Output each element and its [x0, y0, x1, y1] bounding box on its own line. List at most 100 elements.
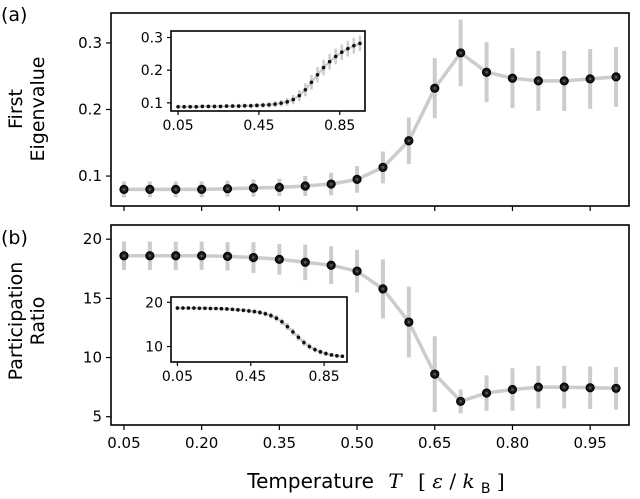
panel-bottom-y-tick-label: 10	[83, 349, 102, 367]
panel-bottom-inset-data-point	[252, 309, 257, 314]
panel-top-data-point-center	[614, 75, 618, 79]
panel-top-inset-data-point	[212, 104, 217, 109]
panel-bottom-x-tick-label: 0.80	[496, 434, 529, 452]
panel-bottom-ylabel-line1: Participation	[5, 262, 27, 381]
panel-bottom-inset-data-point	[236, 308, 240, 312]
panel-top-inset-data-point	[188, 104, 192, 109]
panel-bottom-data-point-center	[433, 372, 437, 376]
panel-top-inset-data-point	[285, 100, 289, 104]
panel-top-inset-data-point	[242, 103, 247, 108]
panel-top-inset-data-point	[333, 54, 338, 59]
panel-bottom-inset-data-point	[192, 306, 196, 310]
panel-bottom-y-tick-label: 15	[83, 289, 102, 307]
panel-bottom-inset-x-tick-label: 0.05	[162, 369, 193, 385]
panel-bottom-data-point-center	[459, 399, 463, 403]
panel-top-inset-data-point	[194, 104, 199, 109]
panel-bottom-data-point-center	[381, 287, 385, 291]
panel-top-inset-y-tick-label: 0.1	[141, 96, 163, 112]
panel-bottom-x-tick-label: 0.05	[107, 434, 140, 452]
panel-bottom-data-point-center	[614, 386, 618, 390]
panel-top-inset-data-point	[352, 43, 356, 48]
panel-bottom-data-point-center	[562, 385, 566, 389]
panel-top-inset-data-point	[224, 104, 229, 108]
panel-bottom-inset-data-point	[307, 344, 312, 349]
panel-bottom-inset-data-point	[225, 307, 229, 311]
panel-bottom-data-point-center	[485, 391, 488, 395]
panel-bottom-inset-data-point	[219, 306, 224, 311]
panel-bottom-inset-data-point	[186, 306, 191, 310]
panel-top-inset-background	[171, 31, 365, 111]
panel-top-data-point-center	[174, 187, 178, 191]
panel-bottom-inset-data-point	[247, 309, 251, 313]
panel-bottom-inset-data-point	[269, 313, 273, 318]
panel-top-inset-data-point	[339, 50, 344, 55]
panel-top-inset-frame	[170, 30, 366, 112]
panel-top-inset-data-point	[358, 41, 362, 46]
x-axis-label-unit-k: k	[462, 469, 474, 493]
panel-top-inset-data-point	[261, 103, 265, 107]
panel-top-inset-data-point	[315, 72, 320, 77]
panel-bottom-x-tick-label: 0.50	[340, 434, 373, 452]
panel-top-y-tick-label: 0.2	[78, 101, 102, 119]
x-axis-label-text: Temperature	[246, 469, 374, 493]
panel-bottom-inset-data-point	[208, 306, 213, 311]
panel-top-inset-data-point	[267, 102, 271, 107]
panel-top-inset-data-point	[182, 104, 186, 109]
panel-bottom-inset-data-point	[230, 307, 235, 312]
panel-top-inset-y-tick-label: 0.3	[141, 31, 163, 47]
panel-top-data-point-center	[536, 79, 540, 83]
panel-bottom-inset-x-tick-label: 0.85	[308, 369, 339, 385]
panel-bottom-data-point-center	[303, 260, 307, 264]
panel-top-inset: 0.1 0.2 0.3 0.05 0.45 0.85	[141, 30, 366, 134]
panel-bottom-data-point-center	[588, 386, 592, 390]
panel-top-inset-data-point	[218, 104, 223, 109]
panel-bottom-inset-data-point	[197, 306, 202, 311]
x-axis-label-unit-open: [	[418, 469, 426, 493]
panel-bottom-data-point-center	[329, 263, 333, 267]
panel-bottom-data-point-center	[122, 254, 126, 258]
panel-bottom-ylabel-line2: Ratio	[27, 297, 49, 346]
panel-top-data-point-center	[148, 187, 152, 191]
panel-top-data-point-center	[511, 76, 514, 80]
x-axis-label-unit-close: ]	[497, 469, 505, 493]
panel-top-data-point-center	[329, 182, 333, 186]
panel-bottom-x-tick-label: 0.20	[185, 434, 218, 452]
panel-top-inset-data-point	[273, 102, 277, 106]
panel-top-data-point-center	[459, 51, 463, 55]
panel-bottom-inset-data-point	[296, 335, 301, 340]
panel-top-inset-data-point	[309, 80, 314, 85]
panel-bottom-inset-data-point	[175, 306, 180, 310]
panel-top-inset-data-point	[176, 104, 180, 109]
panel-top-inset-data-point	[321, 65, 326, 70]
panel-top-inset-data-point	[255, 103, 259, 108]
panel-bottom-inset-data-point	[291, 330, 295, 334]
panel-bottom-inset-data-point	[318, 350, 323, 354]
panel-top-tag: (a)	[1, 4, 27, 26]
panel-bottom-inset-data-point	[335, 354, 339, 358]
panel-top-data-point-center	[407, 139, 411, 143]
panel-top-data-point-center	[252, 186, 255, 190]
x-axis-label-symbol: T	[388, 469, 403, 493]
panel-bottom-data-point-center	[536, 385, 540, 389]
panel-bottom-x-tick-label: 0.95	[573, 434, 606, 452]
panel-top-y-tick-label: 0.3	[78, 34, 102, 52]
panel-top-plot: 0.1 0.2 0.3	[78, 12, 630, 211]
panel-top-data-point-center	[562, 79, 566, 83]
panel-bottom-inset-data-point	[340, 354, 345, 359]
panel-bottom-inset-data-point	[241, 308, 246, 313]
panel-bottom-inset-y-tick-label: 20	[145, 295, 163, 311]
x-axis-label: Temperature T [ ε / k B ]	[246, 469, 504, 498]
panel-top-data-point-center	[226, 187, 229, 191]
panel-top-inset-y-tick-label: 0.2	[141, 63, 163, 79]
panel-bottom-data-point-center	[355, 269, 359, 273]
panel-bottom-inset-data-point	[302, 340, 306, 345]
panel-top-inset-data-point	[303, 87, 308, 92]
panel-bottom: (b) Participation Ratio 5 10 15 20 0.05 0.20 0…	[1, 224, 630, 452]
panel-top-data-point-center	[303, 184, 307, 188]
panel-bottom-data-point-center	[148, 254, 152, 258]
panel-bottom-inset-y-tick-label: 10	[145, 340, 163, 356]
panel-bottom-data-point-center	[200, 254, 204, 258]
panel-top: (a) First Eigenvalue 0.1 0.2 0.3 0.1 0.2 0.3…	[1, 4, 630, 211]
panel-top-inset-x-tick-label: 0.05	[162, 118, 193, 134]
